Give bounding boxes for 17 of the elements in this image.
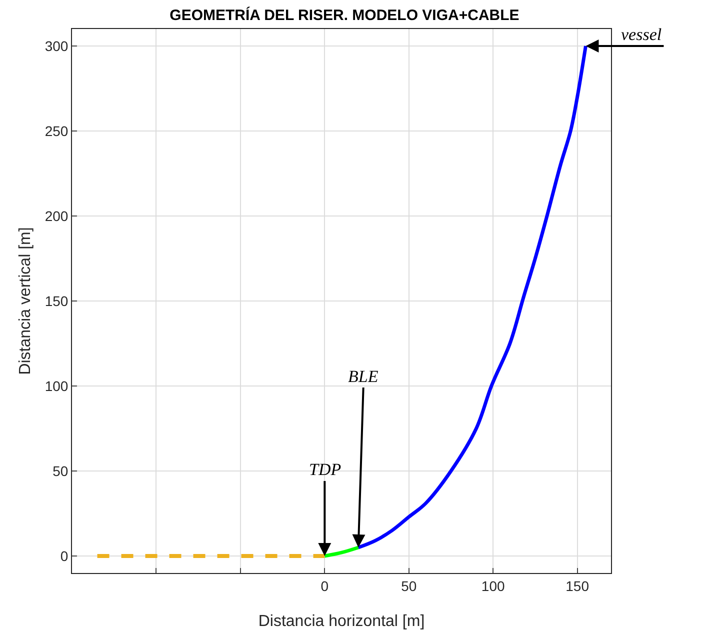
y-tick-label: 300 bbox=[44, 38, 68, 54]
x-tick-label: 0 bbox=[320, 578, 329, 594]
y-tick-label: 0 bbox=[60, 548, 68, 564]
y-tick-label: 150 bbox=[44, 292, 68, 309]
annotation: BLE bbox=[348, 367, 379, 386]
y-tick-label: 250 bbox=[44, 122, 68, 139]
y-tick-label: 200 bbox=[44, 208, 68, 224]
x-tick-label: 150 bbox=[566, 578, 590, 594]
x-tick-label: 50 bbox=[401, 578, 417, 594]
annotation: TDP bbox=[309, 460, 342, 479]
x-tick-label: 100 bbox=[481, 578, 505, 594]
y-tick-label: 100 bbox=[44, 378, 68, 394]
annotation: vessel bbox=[621, 25, 662, 44]
y-axis-title: Distancia vertical [m] bbox=[17, 227, 34, 375]
chart-title: GEOMETRÍA DEL RISER. MODELO VIGA+CABLE bbox=[170, 6, 520, 24]
y-tick-label: 50 bbox=[52, 462, 68, 479]
x-axis-title: Distancia horizontal [m] bbox=[258, 613, 425, 630]
